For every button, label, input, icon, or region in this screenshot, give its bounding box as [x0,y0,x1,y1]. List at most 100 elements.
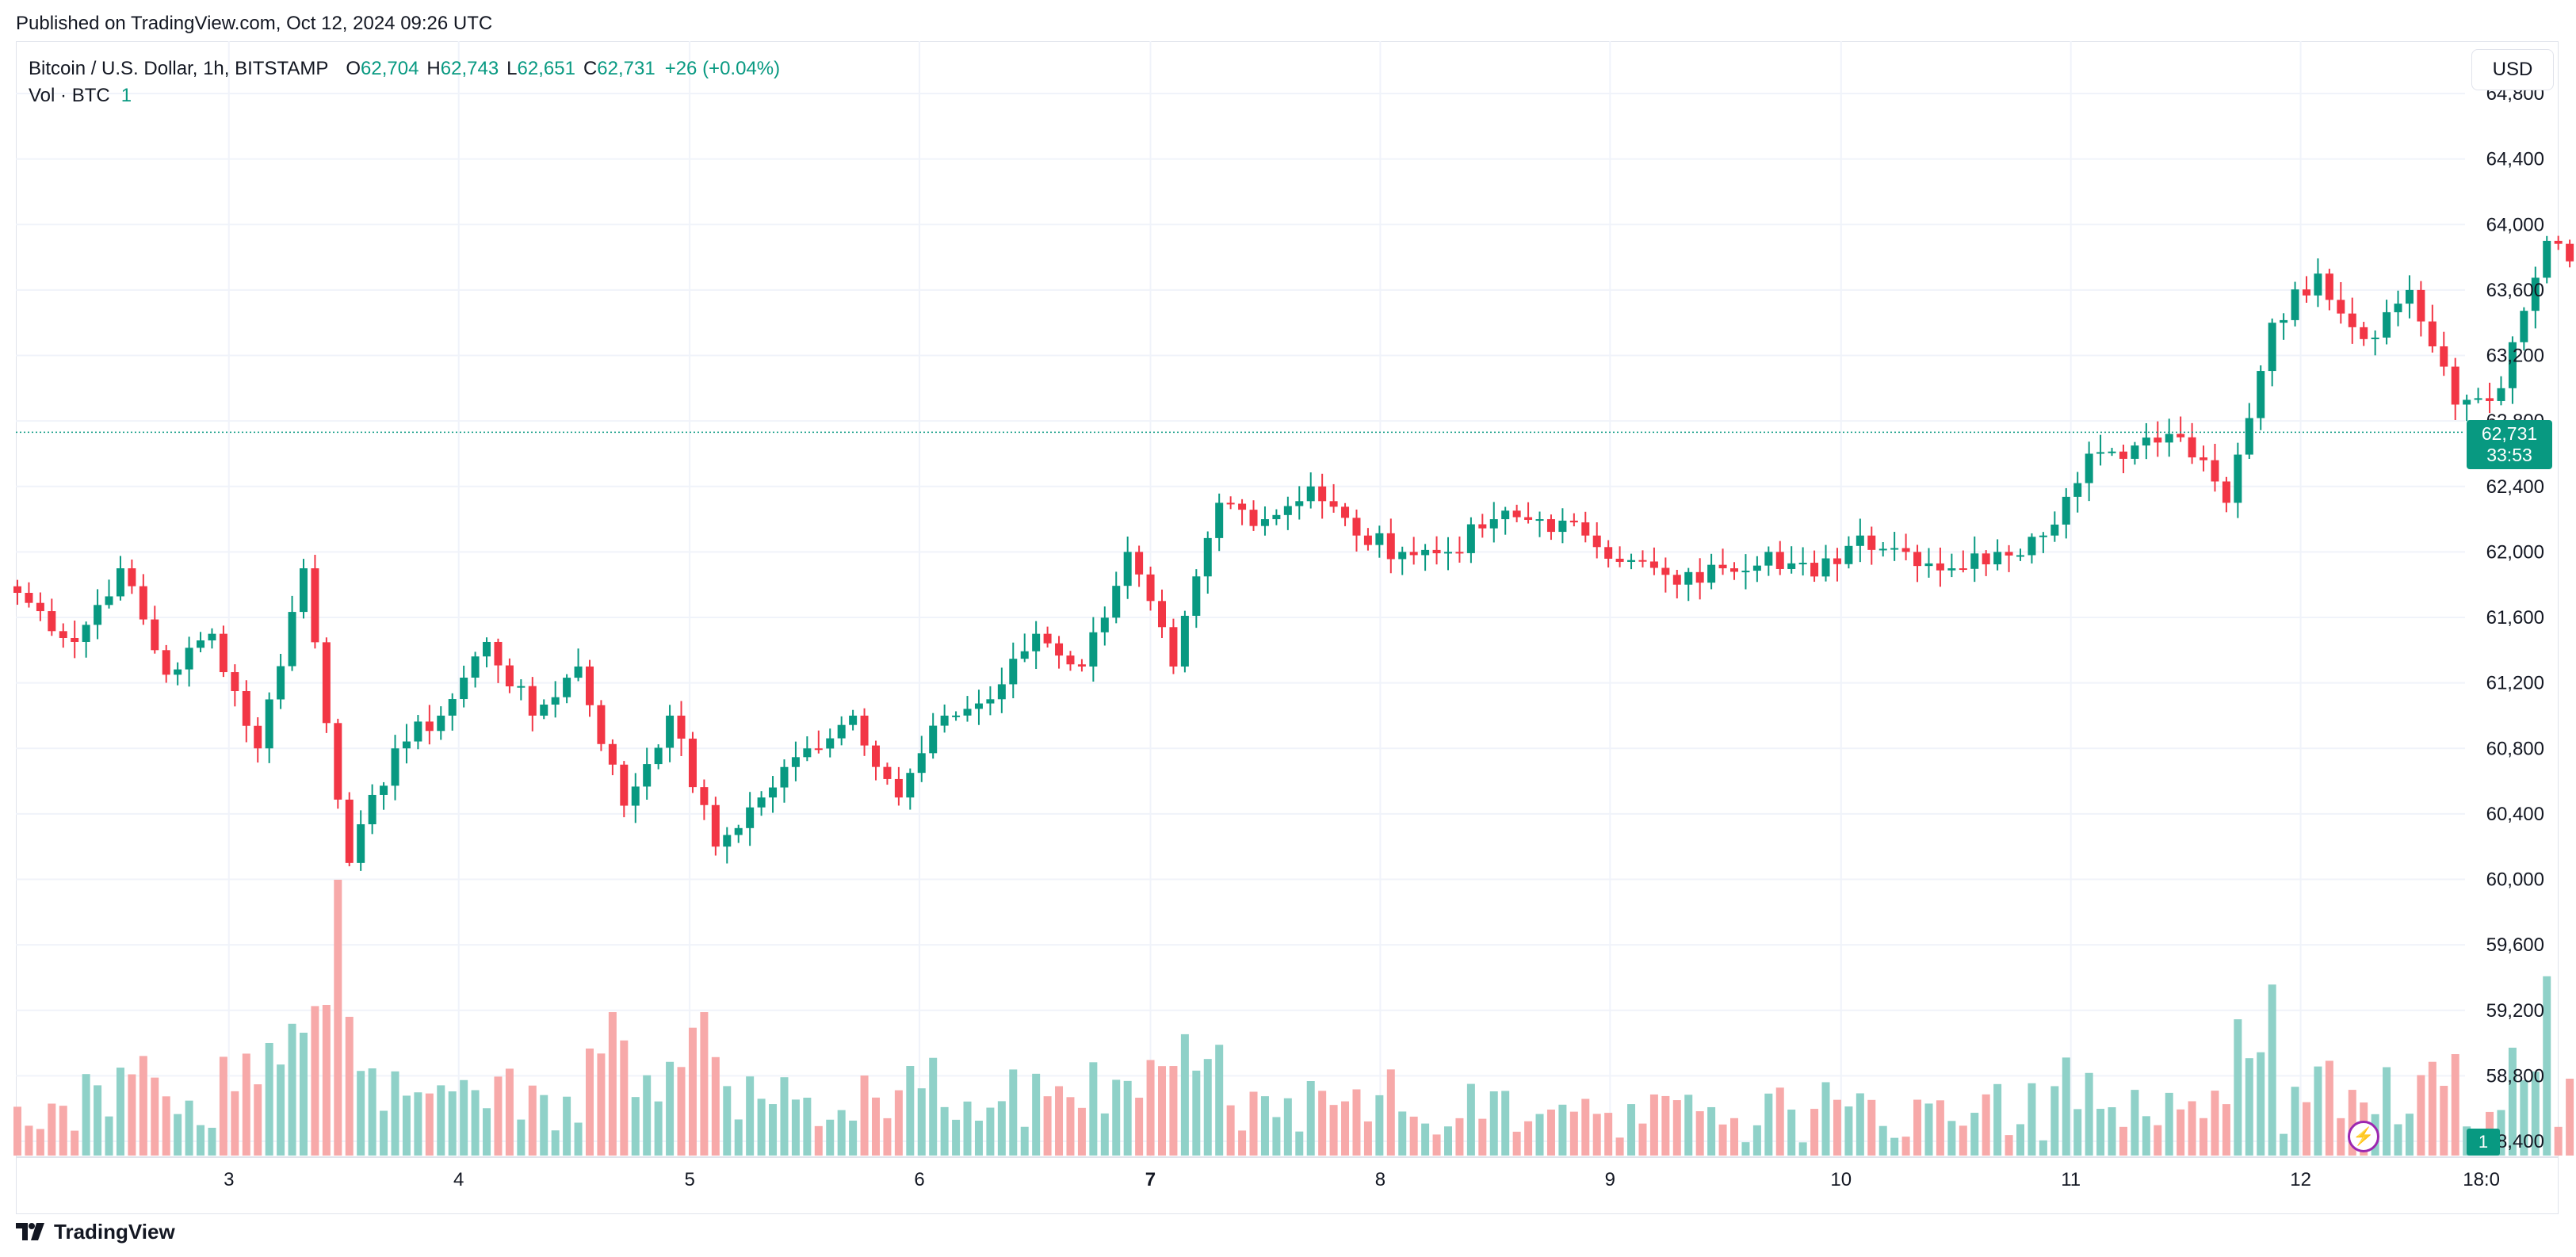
candle-body [1775,552,1784,569]
candle-body [2108,451,2116,453]
volume-bar [13,1106,21,1156]
volume-bar [425,1093,434,1156]
volume-bar [1924,1103,1933,1156]
volume-bar [231,1091,239,1156]
volume-bar [2188,1101,2196,1156]
volume-label[interactable]: Vol · BTC [29,85,110,106]
volume-bar [2131,1090,2139,1156]
volume-bar [1158,1066,1166,1156]
chart-frame[interactable] [16,41,2559,1214]
candle-body [322,642,331,724]
volume-bar [2200,1118,2208,1156]
volume-bar [197,1125,205,1156]
volume-bar [2085,1072,2093,1156]
volume-bar [1100,1113,1109,1156]
volume-bar [837,1110,846,1156]
candle-body [1535,519,1544,522]
candle-body [2280,319,2288,323]
volume-bar [1009,1069,1018,1156]
candle-body [1398,552,1407,560]
candle-body [1158,601,1166,628]
tradingview-logo-icon [16,1223,44,1240]
volume-bar [471,1090,480,1156]
volume-bar [128,1074,136,1156]
open-label: O [346,58,361,79]
candle-body [1215,502,1224,538]
volume-bar [1295,1131,1304,1156]
volume-bar [974,1121,983,1156]
candle-body [219,633,227,673]
volume-bar [643,1075,652,1156]
candle-body [2188,437,2196,458]
candle-body [929,725,938,754]
volume-bar [1959,1125,1967,1156]
candle-body [1787,563,1796,569]
currency-button[interactable]: USD [2471,49,2554,90]
high-value: 62,743 [440,58,499,79]
candle-body [1959,568,1967,571]
volume-bar [1089,1062,1098,1156]
candle-body [2566,243,2574,262]
volume-bars [13,880,2574,1156]
volume-bar [1501,1091,1510,1156]
tradingview-logo[interactable]: TradingView [16,1214,175,1249]
lightning-icon[interactable]: ⚡ [2348,1121,2379,1152]
candle-body [1249,510,1258,526]
candle-body [1009,659,1018,685]
candle-body [2303,289,2310,296]
candle-body [1363,535,1372,545]
bar-countdown: 33:53 [2486,445,2532,465]
candle-body [1752,565,1761,571]
time-tick-label: 8 [1375,1169,1385,1190]
volume-bar [2383,1067,2391,1156]
volume-bar [1409,1116,1418,1156]
volume-bar [1901,1137,1910,1156]
candle-body [151,619,159,651]
volume-bar [1649,1094,1658,1156]
candle-body [174,669,182,675]
volume-bar [1238,1130,1247,1156]
candle-body [185,648,193,670]
volume-bar [460,1079,468,1156]
volume-bar [540,1095,548,1156]
candle-body [162,650,170,675]
candle-body [380,785,388,795]
candle-body [952,715,961,717]
candle-body [1947,568,1956,571]
volume-bar [1695,1111,1704,1156]
candle-body [2245,418,2253,455]
volume-bar [654,1101,663,1156]
volume-bar [1604,1113,1613,1156]
time-tick-label: 9 [1605,1169,1615,1190]
volume-bar [1306,1081,1315,1156]
volume-bar [1993,1083,2002,1156]
volume-bar [2050,1086,2059,1156]
volume-bar [494,1076,503,1156]
candle-body [769,787,778,798]
candle-body [2394,304,2402,312]
volume-bar [2211,1091,2219,1156]
high-label: H [426,58,441,79]
price-tick-label: 60,400 [2486,804,2544,825]
volume-bar [1352,1089,1361,1156]
candle-body [368,794,376,824]
candle-body [2463,399,2471,405]
candle-body [1878,548,1887,551]
last-price-tag: 62,731 33:53 [2467,420,2552,469]
volume-bar [700,1012,709,1156]
volume-bar [1878,1125,1887,1156]
candle-body [2337,300,2345,314]
symbol-title[interactable]: Bitcoin / U.S. Dollar, 1h, BITSTAMP [29,58,329,79]
candle-body [517,686,526,688]
volume-value: 1 [120,85,132,106]
volume-bar [265,1042,273,1156]
time-tick-label: 12 [2290,1169,2311,1190]
volume-bar [1787,1110,1796,1156]
candle-body [2062,496,2070,525]
volume-bar [1272,1117,1281,1156]
volume-bar [1524,1121,1533,1156]
candle-body [586,666,594,705]
volume-bar [1661,1095,1670,1156]
candle-body [505,665,514,686]
